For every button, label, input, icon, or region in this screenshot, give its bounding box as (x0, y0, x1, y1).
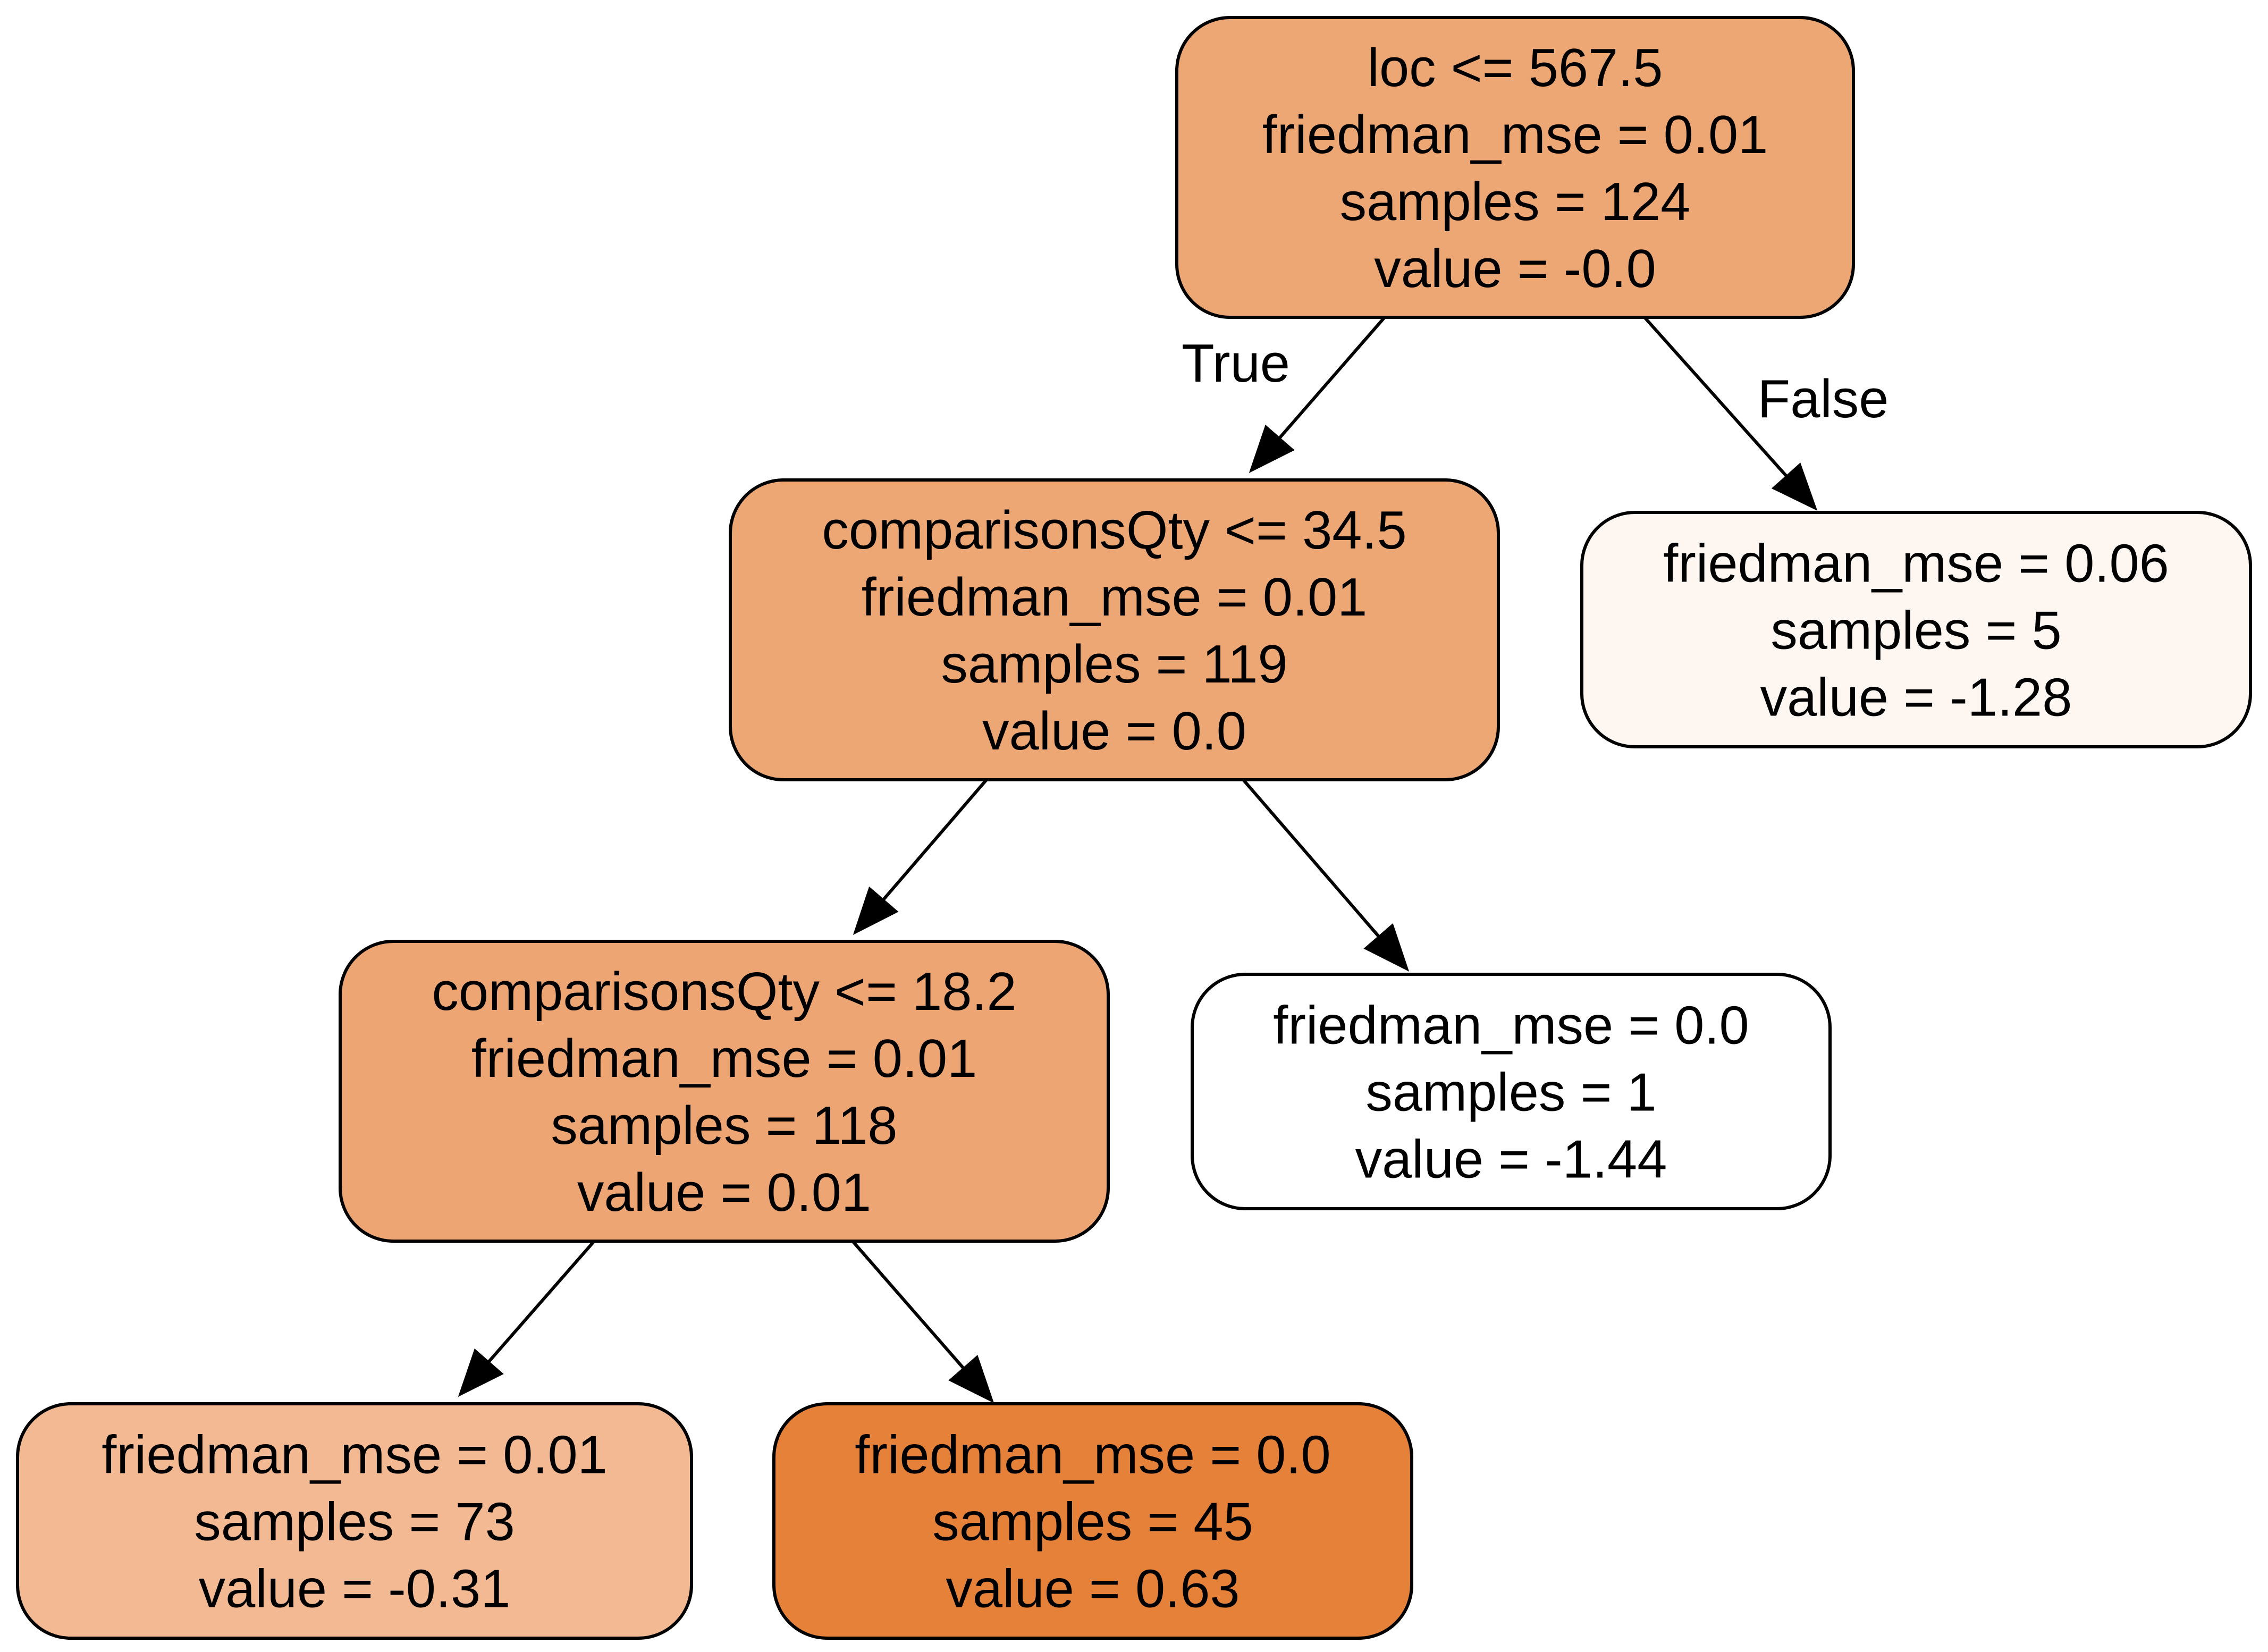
arrowhead-icon (1363, 923, 1410, 972)
node-line: samples = 73 (194, 1493, 515, 1552)
node-line: value = -0.31 (199, 1560, 511, 1619)
node-box (339, 940, 1110, 1243)
tree-node-n2: comparisonsQty <= 18.2 friedman_mse = 0.0… (339, 940, 1110, 1243)
node-line: friedman_mse = 0.01 (862, 568, 1368, 627)
node-line: samples = 5 (1770, 601, 2061, 661)
arrowhead-icon (1249, 424, 1295, 473)
arrowhead-icon (458, 1348, 504, 1397)
edge-line (1277, 316, 1386, 440)
tree-node-n4: friedman_mse = 0.0 samples = 45 value = 0.… (772, 1402, 1413, 1640)
edge-n1-n2 (853, 779, 988, 935)
edges-layer: True False (458, 316, 1889, 1403)
tree-node-n3: friedman_mse = 0.01 samples = 73 value = -… (16, 1402, 693, 1640)
node-line: value = -0.0 (1374, 239, 1656, 299)
arrowhead-icon (948, 1354, 994, 1403)
edge-n0-n1: True (1182, 316, 1386, 473)
node-line: samples = 1 (1365, 1063, 1656, 1123)
tree-node-n6: friedman_mse = 0.06 samples = 5 value = -1… (1580, 511, 2252, 748)
edge-label-true: True (1182, 334, 1290, 393)
node-line: friedman_mse = 0.0 (855, 1426, 1330, 1485)
edge-line (881, 779, 988, 901)
node-box (1175, 16, 1855, 319)
node-line: friedman_mse = 0.01 (471, 1029, 977, 1089)
node-box (1580, 511, 2252, 748)
node-box (729, 478, 1500, 781)
node-line: loc <= 567.5 (1368, 38, 1663, 98)
edge-line (1242, 779, 1381, 938)
node-line: value = -1.44 (1355, 1130, 1667, 1190)
arrowhead-icon (1771, 462, 1818, 511)
edge-n0-n6: False (1643, 316, 1889, 511)
node-box (16, 1402, 693, 1640)
edge-n2-n3 (458, 1240, 596, 1397)
node-line: friedman_mse = 0.01 (1262, 105, 1768, 165)
node-box (1191, 973, 1832, 1210)
node-line: value = 0.01 (577, 1163, 871, 1223)
node-line: value = -1.28 (1760, 668, 2072, 728)
node-line: comparisonsQty <= 18.2 (432, 962, 1016, 1022)
node-line: comparisonsQty <= 34.5 (822, 501, 1406, 560)
node-line: samples = 45 (932, 1493, 1253, 1552)
tree-node-n5: friedman_mse = 0.0 samples = 1 value = -1.… (1191, 973, 1832, 1210)
nodes-layer: loc <= 567.5 friedman_mse = 0.01 samples =… (16, 16, 2252, 1640)
tree-node-n1: comparisonsQty <= 34.5 friedman_mse = 0.0… (729, 478, 1500, 781)
node-line: samples = 118 (551, 1096, 897, 1156)
node-line: friedman_mse = 0.0 (1273, 996, 1749, 1056)
edge-line (487, 1240, 596, 1364)
node-line: friedman_mse = 0.01 (102, 1426, 608, 1485)
tree-node-n0: loc <= 567.5 friedman_mse = 0.01 samples =… (1175, 16, 1855, 319)
arrowhead-icon (853, 886, 899, 935)
node-line: samples = 119 (941, 635, 1287, 694)
node-box (772, 1402, 1413, 1640)
edge-label-false: False (1758, 369, 1889, 429)
edge-line (1643, 316, 1789, 478)
edge-n2-n4 (851, 1240, 994, 1403)
node-line: value = 0.63 (946, 1560, 1240, 1619)
edge-n1-n5 (1242, 779, 1410, 972)
node-line: samples = 124 (1340, 172, 1691, 232)
edge-line (851, 1240, 965, 1370)
node-line: value = 0.0 (982, 702, 1246, 761)
node-line: friedman_mse = 0.06 (1663, 534, 2169, 594)
